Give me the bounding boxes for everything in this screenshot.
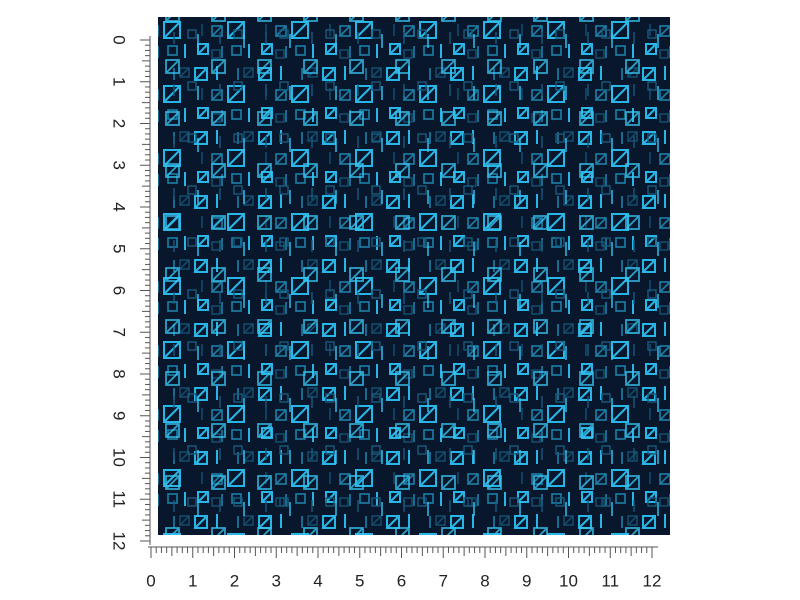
ruler-label: 3: [110, 161, 129, 170]
ruler-label: 12: [643, 571, 662, 590]
ruler-label: 7: [439, 571, 448, 590]
ruler-label: 6: [397, 571, 406, 590]
ruler-label: 4: [313, 571, 322, 590]
ruler-label: 5: [110, 244, 129, 253]
ruler-label: 0: [146, 571, 155, 590]
bottom-ruler: 0 1 2 3 4 5 6 7 8 9 10 11 12: [146, 546, 662, 590]
ruler-label: 12: [110, 532, 129, 551]
pattern-swatch: [158, 17, 670, 535]
ruler-label: 1: [188, 571, 197, 590]
ruler-label: 9: [110, 411, 129, 420]
ruler-label: 1: [110, 77, 129, 86]
ruler-label: 6: [110, 286, 129, 295]
ruler-label: 7: [110, 328, 129, 337]
ruler-label: 8: [480, 571, 489, 590]
ruler-label: 11: [601, 571, 619, 590]
ruler-label: 11: [110, 490, 129, 508]
ruler-label: 2: [230, 571, 239, 590]
ruler-label: 4: [110, 202, 129, 211]
ruler-label: 3: [272, 571, 281, 590]
ruler-label: 10: [559, 571, 578, 590]
ruler-label: 9: [522, 571, 531, 590]
ruler-label: 2: [110, 119, 129, 128]
ruler-label: 5: [355, 571, 364, 590]
ruler-label: 0: [110, 35, 129, 44]
ruler-label: 10: [110, 448, 129, 467]
ruler-label: 8: [110, 369, 129, 378]
